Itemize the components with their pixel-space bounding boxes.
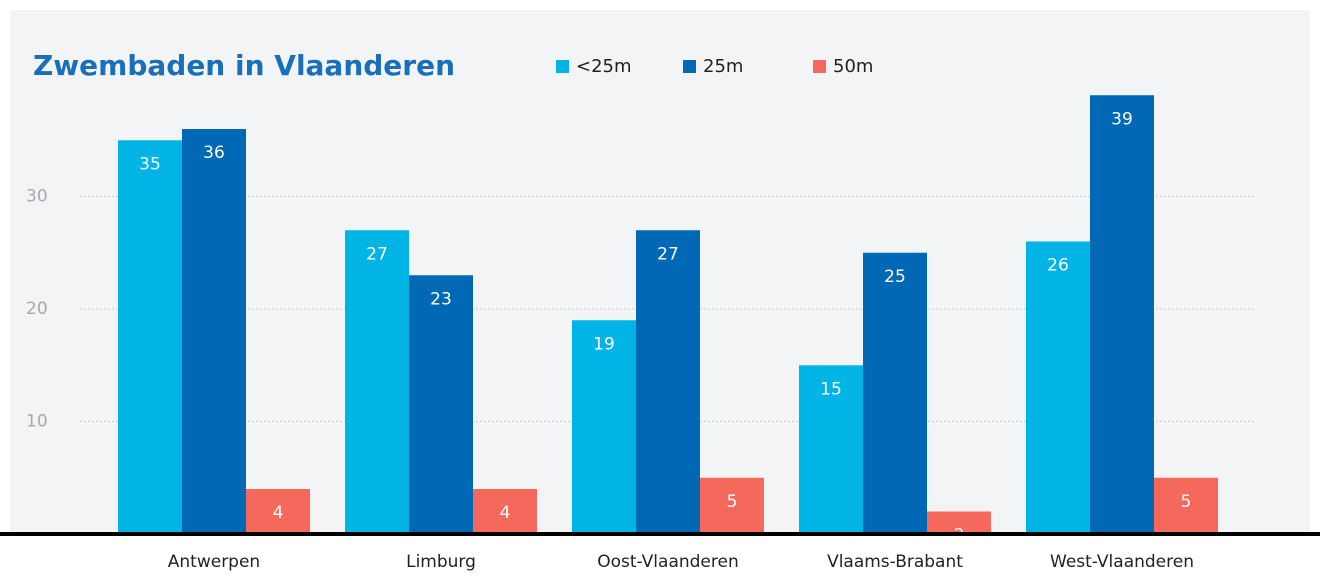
bar bbox=[1090, 95, 1154, 534]
chart-title: Zwembaden in Vlaanderen bbox=[33, 49, 455, 82]
bar bbox=[863, 252, 927, 534]
value-label: 4 bbox=[273, 503, 284, 523]
value-label: 19 bbox=[593, 334, 615, 354]
bar bbox=[473, 489, 537, 534]
bar bbox=[799, 365, 863, 534]
bar bbox=[636, 230, 700, 534]
y-tick-label: 20 bbox=[26, 299, 48, 319]
legend-swatch bbox=[556, 60, 569, 73]
legend-swatch bbox=[683, 60, 696, 73]
y-tick-label: 10 bbox=[26, 412, 48, 432]
value-label: 5 bbox=[727, 492, 738, 512]
legend-label: 50m bbox=[833, 56, 873, 77]
legend-label: 25m bbox=[703, 56, 743, 77]
value-label: 5 bbox=[1181, 492, 1192, 512]
value-label: 4 bbox=[500, 503, 511, 523]
x-tick-label: West-Vlaanderen bbox=[1050, 552, 1194, 572]
value-label: 25 bbox=[884, 267, 906, 287]
value-label: 27 bbox=[366, 244, 388, 264]
bar bbox=[1026, 241, 1090, 534]
legend-label: <25m bbox=[576, 56, 632, 77]
bar bbox=[182, 129, 246, 534]
value-label: 39 bbox=[1111, 109, 1133, 129]
value-label: 15 bbox=[820, 379, 842, 399]
x-tick-label: Vlaams-Brabant bbox=[827, 552, 963, 572]
bar bbox=[118, 140, 182, 534]
value-label: 36 bbox=[203, 143, 225, 163]
bar bbox=[246, 489, 310, 534]
value-label: 35 bbox=[139, 154, 161, 174]
bar bbox=[345, 230, 409, 534]
x-tick-label: Limburg bbox=[406, 552, 476, 572]
bar bbox=[572, 320, 636, 534]
bar bbox=[409, 275, 473, 534]
legend-swatch bbox=[813, 60, 826, 73]
x-tick-label: Antwerpen bbox=[168, 552, 260, 572]
x-tick-label: Oost-Vlaanderen bbox=[597, 552, 739, 572]
bar bbox=[927, 511, 991, 534]
bar bbox=[700, 477, 764, 534]
y-tick-label: 30 bbox=[26, 187, 48, 207]
value-label: 26 bbox=[1047, 256, 1069, 276]
value-label: 23 bbox=[430, 289, 452, 309]
bar bbox=[1154, 477, 1218, 534]
value-label: 27 bbox=[657, 244, 679, 264]
